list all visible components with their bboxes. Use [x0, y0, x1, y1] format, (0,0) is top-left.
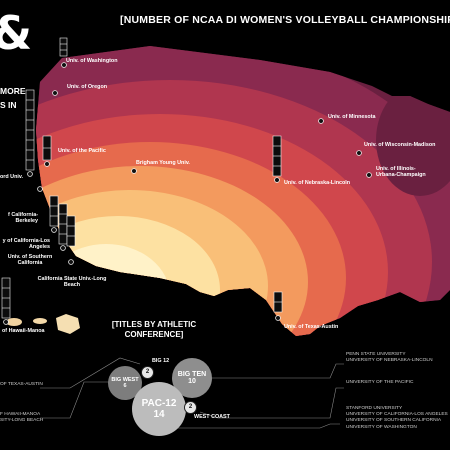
- leader-big12: [40, 357, 141, 389]
- bars-washington: [59, 37, 68, 57]
- marker-washington: [61, 62, 67, 68]
- marker-byu: [131, 168, 137, 174]
- marker-minnesota: [318, 118, 324, 124]
- badge-big-12: 2: [141, 366, 154, 379]
- bigten-member: PENN STATE UNIVERSITY: [346, 352, 406, 357]
- marker-nebraska: [274, 177, 280, 183]
- westcoast-members: UNIVERSITY OF THE PACIFIC: [346, 380, 413, 386]
- hawaii-island: [33, 318, 47, 324]
- bigten-member: UNIVERSITY OF NEBRASKA-LINCOLN: [346, 358, 433, 364]
- badge-west-coast: 2: [184, 401, 197, 414]
- bigwest-member: F HAWAII-MANOA: [0, 412, 41, 417]
- intro-line-1: MORE: [0, 86, 26, 96]
- big-west-name: BIG WEST: [111, 377, 139, 383]
- bars-pacific: [42, 135, 52, 161]
- big12-members: OF TEXAS-AUSTIN: [0, 382, 43, 388]
- label-ucla: y of California-Los Angeles: [2, 238, 50, 250]
- title-bars: [1, 37, 283, 319]
- hawaii-islands: [6, 314, 80, 334]
- label-nebraska: Univ. of Nebraska-Lincoln: [284, 180, 351, 186]
- conference-leader-lines: [40, 357, 344, 429]
- leader-bigten: [208, 363, 344, 379]
- big-ten-value: 10: [188, 378, 196, 385]
- marker-oregon: [52, 90, 58, 96]
- pac12-member: UNIVERSITY OF CALIFORNIA-LOS ANGELES: [346, 412, 448, 418]
- label-berkeley: f California-Berkeley: [8, 212, 38, 224]
- pac-12-value: 14: [153, 409, 165, 420]
- label-usc: Univ. of Southern California: [7, 254, 53, 266]
- intro-line-2: S IN: [0, 100, 17, 110]
- bars-stanford: [25, 89, 35, 171]
- bubble-big-west: BIG WEST 6: [108, 366, 142, 400]
- leader-bigwest: [40, 381, 112, 419]
- label-big-12: BIG 12: [152, 358, 170, 364]
- intro-symbol: &: [0, 8, 32, 58]
- bars-long-beach: [66, 215, 76, 247]
- school-markers: [3, 62, 372, 325]
- bigwest-member: SITY-LONG BEACH: [0, 418, 44, 424]
- band-lakes: [376, 84, 450, 196]
- westcoast-member: UNIVERSITY OF THE PACIFIC: [346, 380, 414, 385]
- marker-long-beach: [68, 259, 74, 265]
- big-west-value: 6: [123, 383, 127, 389]
- bars-nebraska: [272, 135, 282, 177]
- marker-wisconsin: [356, 150, 362, 156]
- label-byu: Brigham Young Univ.: [136, 160, 190, 166]
- label-oregon: Univ. of Oregon: [67, 84, 108, 90]
- marker-illinois: [366, 172, 372, 178]
- bigwest-members: F HAWAII-MANOA SITY-LONG BEACH: [0, 412, 43, 424]
- marker-usc: [60, 245, 66, 251]
- label-pacific: Univ. of the Pacific: [58, 148, 106, 154]
- marker-texas: [275, 315, 281, 321]
- label-washington: Univ. of Washington: [66, 58, 118, 64]
- label-stanford: ord Univ.: [0, 174, 23, 180]
- hawaii-island: [6, 318, 22, 326]
- label-west-coast: WEST COAST: [194, 414, 230, 420]
- bars-hawaii: [1, 277, 11, 319]
- label-minnesota: Univ. of Minnesota: [328, 114, 376, 120]
- label-texas: Univ. of Texas-Austin: [284, 324, 339, 330]
- bars-usc: [58, 203, 68, 245]
- pac12-member: STANFORD UNIVERSITY: [346, 406, 403, 411]
- pac12-members: STANFORD UNIVERSITY UNIVERSITY OF CALIFO…: [346, 406, 448, 431]
- pac12-member: UNIVERSITY OF SOUTHERN CALIFORNIA: [346, 418, 442, 424]
- pac-12-name: PAC-12: [141, 398, 177, 409]
- marker-pacific: [44, 161, 50, 167]
- label-long-beach: California State Univ.-Long Beach: [37, 276, 107, 288]
- marker-ucla: [51, 227, 57, 233]
- label-wisconsin: Univ. of Wisconsin-Madison: [364, 142, 436, 148]
- label-hawaii: of Hawaii-Manoa: [2, 328, 45, 334]
- marker-hawaii: [3, 319, 9, 325]
- big-ten-name: BIG TEN: [177, 371, 207, 378]
- conference-panel-title: [TITLES BY ATHLETIC CONFERENCE]: [111, 320, 197, 339]
- marker-stanford: [27, 171, 33, 177]
- page-title: [NUMBER OF NCAA DI WOMEN'S VOLLEYBALL CH…: [120, 14, 450, 26]
- bubble-pac-12: PAC-12 14: [132, 382, 186, 436]
- marker-berkeley: [37, 186, 43, 192]
- bars-ucla: [49, 195, 59, 227]
- pac12-member: UNIVERSITY OF WASHINGTON: [346, 424, 417, 430]
- big12-member: OF TEXAS-AUSTIN: [0, 382, 43, 387]
- bars-texas: [273, 291, 283, 313]
- hawaii-island: [56, 314, 80, 334]
- leader-pac12: [164, 423, 340, 429]
- bigten-members: PENN STATE UNIVERSITY UNIVERSITY OF NEBR…: [346, 352, 433, 364]
- leader-westcoast: [199, 387, 344, 419]
- label-illinois: Univ. of Illinois-Urbana-Champaign: [376, 166, 426, 178]
